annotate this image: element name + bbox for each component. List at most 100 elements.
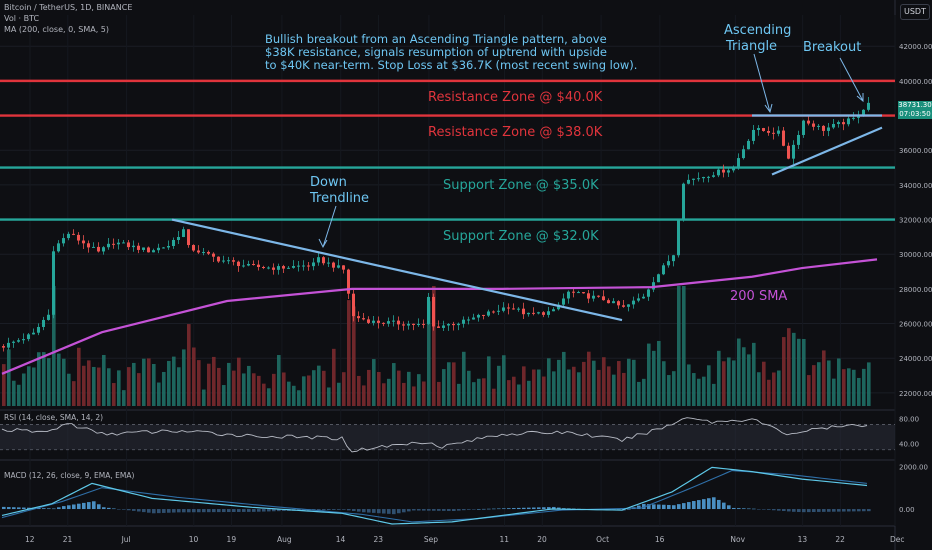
- candle-body: [597, 295, 600, 297]
- candle-body: [72, 233, 75, 235]
- volume-bar: [12, 380, 16, 406]
- macd-histogram-bar: [372, 509, 376, 513]
- candle-body: [467, 319, 470, 321]
- volume-bar: [572, 366, 576, 406]
- macd-histogram-bar: [232, 509, 236, 512]
- volume-bar: [332, 348, 336, 406]
- volume-bar: [372, 359, 376, 406]
- volume-bar: [462, 351, 466, 406]
- volume-bar: [152, 363, 156, 406]
- candle-body: [102, 247, 105, 252]
- candle-body: [812, 123, 815, 127]
- volume-bar: [47, 358, 51, 406]
- candle-body: [787, 145, 790, 159]
- volume-bar: [117, 370, 121, 406]
- macd-histogram-bar: [212, 509, 216, 513]
- macd-histogram-bar: [712, 497, 716, 510]
- macd-histogram-bar: [197, 509, 201, 513]
- macd-histogram-bar: [642, 503, 646, 510]
- price-tick-label: 40000.00: [899, 78, 932, 86]
- candle-body: [47, 314, 50, 320]
- candle-body: [517, 308, 520, 310]
- volume-bar: [397, 370, 401, 406]
- candle-body: [372, 320, 375, 323]
- macd-histogram-bar: [87, 502, 91, 510]
- candle-body: [312, 262, 315, 267]
- candle-body: [187, 229, 190, 246]
- macd-histogram-bar: [822, 509, 826, 512]
- candle-body: [622, 305, 625, 307]
- volume-bar: [842, 369, 846, 406]
- macd-histogram-bar: [17, 507, 21, 510]
- macd-histogram-bar: [57, 507, 61, 510]
- rsi-tick-label: 80.00: [899, 415, 919, 423]
- macd-histogram-bar: [472, 509, 476, 510]
- ma-legend: MA (200, close, 0, SMA, 5): [4, 25, 110, 34]
- ascending-triangle-label-2: Triangle: [725, 39, 777, 54]
- macd-histogram-bar: [417, 509, 421, 511]
- macd-histogram-bar: [227, 509, 231, 513]
- volume-bar: [587, 351, 591, 406]
- time-tick-label: Dec: [890, 535, 905, 544]
- macd-histogram-bar: [857, 509, 861, 512]
- zone-label-support-35k: Support Zone @ $35.0K: [443, 178, 599, 193]
- volume-bar: [217, 367, 221, 406]
- macd-histogram-bar: [542, 507, 546, 510]
- macd-histogram-bar: [827, 509, 831, 512]
- macd-histogram-bar: [782, 509, 786, 512]
- volume-bar: [692, 373, 696, 406]
- volume-bar: [442, 369, 446, 406]
- macd-histogram-bar: [242, 509, 246, 512]
- volume-bar: [542, 376, 546, 406]
- candle-body: [157, 247, 160, 251]
- volume-bar: [282, 372, 286, 406]
- currency-unit-button[interactable]: USDT: [900, 4, 930, 20]
- macd-histogram-bar: [517, 507, 521, 510]
- candle-body: [607, 300, 610, 304]
- candle-body: [392, 320, 395, 322]
- candle-body: [77, 234, 80, 241]
- volume-bar: [777, 370, 781, 406]
- candle-body: [122, 242, 125, 244]
- candle-body: [637, 298, 640, 301]
- candle-body: [567, 291, 570, 299]
- macd-histogram-bar: [757, 509, 761, 510]
- candle-body: [692, 178, 695, 180]
- time-tick-label: 16: [655, 535, 665, 544]
- candle-body: [772, 132, 775, 134]
- candle-body: [22, 339, 25, 341]
- volume-bar: [757, 372, 761, 406]
- macd-histogram-bar: [397, 509, 401, 514]
- volume-bar: [507, 380, 511, 406]
- macd-histogram-bar: [437, 509, 441, 511]
- candle-body: [192, 245, 195, 251]
- macd-histogram-bar: [717, 499, 721, 510]
- candle-body: [127, 242, 130, 248]
- trendline-triangle_support: [771, 126, 883, 176]
- price-tick-label: 22000.00: [899, 390, 932, 398]
- macd-histogram-bar: [77, 503, 81, 510]
- candle-body: [677, 220, 680, 256]
- candle-body: [37, 326, 40, 333]
- macd-histogram-bar: [662, 504, 666, 510]
- volume-bar: [847, 368, 851, 406]
- macd-histogram-bar: [252, 509, 256, 512]
- volume-bar: [732, 360, 736, 406]
- candle-body: [522, 308, 525, 315]
- time-tick-label: 20: [537, 535, 547, 544]
- macd-histogram-bar: [12, 507, 16, 510]
- volume-bar: [827, 360, 831, 406]
- macd-histogram-bar: [387, 509, 391, 514]
- volume-bar: [662, 361, 666, 406]
- candle-body: [647, 289, 650, 297]
- candle-body: [642, 296, 645, 299]
- macd-histogram-bar: [162, 509, 166, 513]
- volume-bar: [717, 350, 721, 406]
- volume-bar: [232, 370, 236, 406]
- candle-body: [357, 316, 360, 319]
- candle-body: [537, 312, 540, 314]
- macd-histogram-bar: [217, 509, 221, 513]
- candle-body: [722, 169, 725, 173]
- candle-body: [602, 296, 605, 301]
